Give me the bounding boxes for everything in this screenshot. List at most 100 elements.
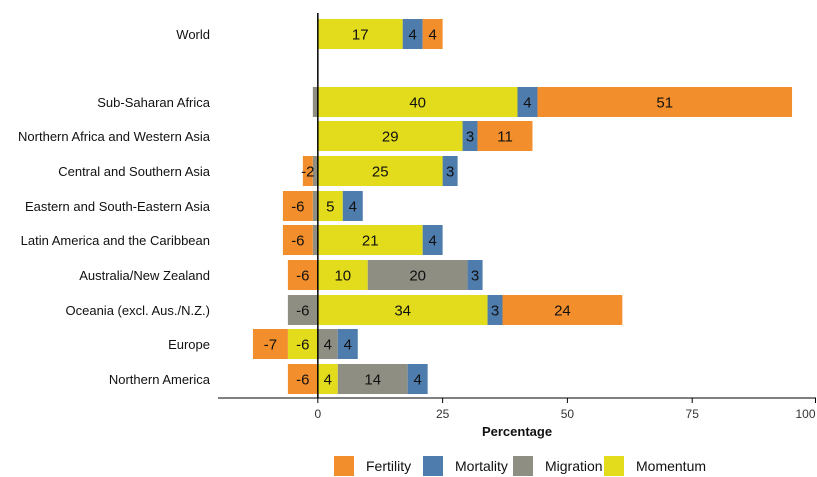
data-label: 34: [394, 303, 411, 320]
legend-item-fertility: Fertility: [334, 455, 411, 477]
data-label: 40: [409, 95, 426, 112]
bar-mortality-oceania-excl-aus-n-z: [487, 295, 503, 325]
legend-swatch: [334, 456, 354, 476]
bar-fertility-central-and-southern-asia: [302, 156, 313, 186]
bar-momentum-northern-america: [317, 364, 338, 394]
bar-migration-latin-america-and-the-caribbean: [312, 225, 318, 255]
category-label: Sub-Saharan Africa: [97, 95, 211, 110]
legend-swatch: [604, 456, 624, 476]
data-label: 3: [491, 303, 499, 320]
bar-layer: [252, 19, 793, 394]
bar-mortality-central-and-southern-asia: [442, 156, 458, 186]
bar-migration-australia-new-zealand: [367, 260, 468, 290]
data-label: 3: [471, 268, 479, 285]
data-label: 4: [344, 337, 352, 354]
data-label: 25: [372, 164, 389, 181]
data-label: 51: [656, 95, 673, 112]
category-label: Northern America: [109, 372, 211, 387]
data-label: 14: [364, 372, 381, 389]
data-label: 21: [362, 233, 379, 250]
data-label: 4: [324, 337, 332, 354]
x-tick-label: 0: [314, 407, 321, 421]
bar-mortality-eastern-and-south-eastern-asia: [342, 191, 363, 221]
data-label: 4: [428, 27, 436, 44]
bar-fertility-sub-saharan-africa: [537, 87, 793, 117]
bar-mortality-world: [402, 19, 423, 49]
data-label: -6: [296, 303, 309, 320]
data-label: 4: [324, 372, 332, 389]
data-label: -7: [264, 337, 277, 354]
data-label: -6: [296, 372, 309, 389]
bar-mortality-australia-new-zealand: [467, 260, 483, 290]
legend-label: Fertility: [366, 458, 412, 474]
legend-swatch: [513, 456, 533, 476]
category-label: Latin America and the Caribbean: [21, 233, 210, 248]
data-label: 3: [446, 164, 454, 181]
bar-mortality-northern-africa-and-western-asia: [462, 121, 478, 151]
bar-momentum-latin-america-and-the-caribbean: [317, 225, 423, 255]
data-label: 17: [352, 27, 369, 44]
bar-fertility-northern-africa-and-western-asia: [477, 121, 533, 151]
data-label: 4: [413, 372, 421, 389]
data-label: 4: [409, 27, 417, 44]
bar-migration-sub-saharan-africa: [312, 87, 318, 117]
bar-migration-northern-america: [337, 364, 408, 394]
category-label: Central and Southern Asia: [58, 164, 211, 179]
data-label: 29: [382, 129, 399, 146]
x-tick-label: 100: [795, 407, 815, 421]
bar-migration-europe: [317, 329, 338, 359]
category-label: Northern Africa and Western Asia: [18, 129, 211, 144]
bar-migration-central-and-southern-asia: [312, 156, 318, 186]
legend: Fertility Mortality Migration Momentum: [0, 455, 817, 477]
data-label: -6: [291, 199, 304, 216]
category-label-layer: World Sub-Saharan Africa Northern Africa a…: [18, 27, 211, 387]
data-label: 3: [466, 129, 474, 146]
data-label: 24: [554, 303, 571, 320]
data-label: 5: [326, 199, 334, 216]
bar-fertility-eastern-and-south-eastern-asia: [282, 191, 313, 221]
legend-label: Migration: [545, 458, 603, 474]
bar-mortality-northern-america: [407, 364, 428, 394]
legend-label: Momentum: [636, 458, 707, 474]
bar-fertility-world: [422, 19, 443, 49]
bar-migration-oceania-excl-aus-n-z: [287, 295, 318, 325]
bar-momentum-australia-new-zealand: [317, 260, 368, 290]
bar-momentum-central-and-southern-asia: [317, 156, 443, 186]
x-tick-label: 25: [436, 407, 450, 421]
bar-momentum-eastern-and-south-eastern-asia: [317, 191, 343, 221]
bar-mortality-sub-saharan-africa: [517, 87, 538, 117]
bar-momentum-world: [317, 19, 403, 49]
bar-fertility-oceania-excl-aus-n-z: [502, 295, 623, 325]
legend-item-mortality: Mortality: [423, 455, 508, 477]
bar-momentum-europe: [287, 329, 318, 359]
category-label: Eastern and South-Eastern Asia: [25, 199, 211, 214]
data-label: 10: [334, 268, 351, 285]
bar-fertility-australia-new-zealand: [287, 260, 318, 290]
x-axis-title: Percentage: [482, 424, 552, 439]
category-label: Oceania (excl. Aus./N.Z.): [66, 303, 211, 318]
category-label: Europe: [168, 337, 210, 352]
bar-fertility-europe: [252, 329, 288, 359]
x-axis: 0 25 50 75 100: [218, 397, 816, 421]
bar-momentum-oceania-excl-aus-n-z: [317, 295, 488, 325]
bar-momentum-sub-saharan-africa: [317, 87, 518, 117]
bar-momentum-northern-africa-and-western-asia: [317, 121, 463, 151]
category-label: World: [176, 27, 210, 42]
bar-mortality-europe: [337, 329, 358, 359]
bar-mortality-latin-america-and-the-caribbean: [422, 225, 443, 255]
bar-migration-eastern-and-south-eastern-asia: [312, 191, 318, 221]
data-label: -6: [296, 337, 309, 354]
data-label: 11: [497, 129, 513, 146]
data-label: 4: [428, 233, 436, 250]
data-label: -6: [291, 233, 304, 250]
data-label: -2: [301, 164, 314, 181]
category-label: Australia/New Zealand: [79, 268, 210, 283]
legend-item-momentum: Momentum: [604, 455, 706, 477]
x-tick-label: 75: [686, 407, 700, 421]
bar-fertility-northern-america: [287, 364, 318, 394]
data-label: -6: [296, 268, 309, 285]
data-label: 20: [409, 268, 426, 285]
data-label: 4: [523, 95, 531, 112]
